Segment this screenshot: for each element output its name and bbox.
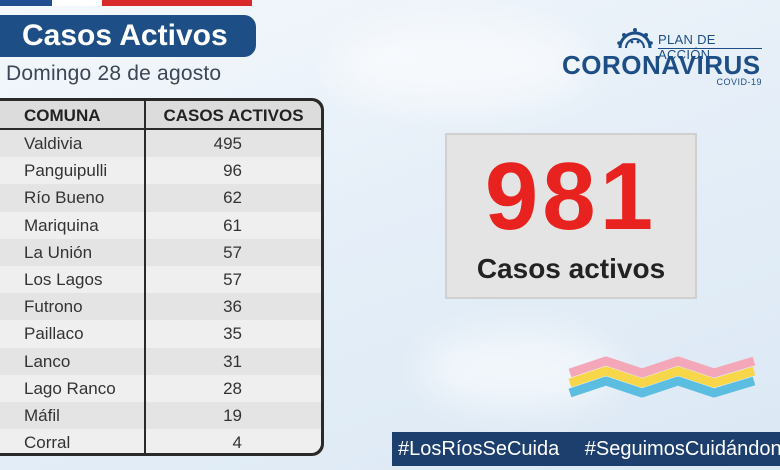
casos-cell: 31: [223, 351, 242, 371]
coronavirus-logo: PLAN DE ACCIÓN CORONAVIRUS COVID-19: [560, 26, 765, 90]
table-row: Valdivia 495: [0, 130, 321, 158]
casos-cell: 35: [223, 324, 242, 344]
table-header: COMUNA CASOS ACTIVOS: [0, 101, 321, 130]
virus-icon: [617, 28, 653, 49]
header-comuna: COMUNA: [0, 101, 146, 128]
comuna-cell: Mariquina: [0, 211, 146, 239]
comuna-cell: Lago Ranco: [0, 374, 146, 402]
logo-sub-text: COVID-19: [716, 77, 762, 87]
comuna-cell: Paillaco: [0, 320, 146, 348]
table-row: Mariquina 61: [0, 211, 321, 239]
table-row: Máfil 19: [0, 401, 321, 430]
page-title: Casos Activos: [0, 15, 256, 57]
table-row: Corral 4: [0, 429, 321, 453]
casos-cell: 4: [232, 433, 242, 453]
background-cloud: [330, 20, 590, 110]
report-date: Domingo 28 de agosto: [6, 62, 222, 85]
casos-cell: 19: [223, 405, 242, 425]
casos-cell: 62: [223, 188, 242, 208]
hashtag-seguimos: #SeguimosCuidándonos: [584, 438, 780, 460]
flag-stripe: [0, 0, 252, 6]
casos-cell: 28: [223, 378, 242, 398]
comuna-cell: Lanco: [0, 347, 146, 375]
cases-table: COMUNA CASOS ACTIVOS Valdivia 495 Panguip…: [0, 98, 324, 456]
hashtag-bar: #LosRíosSeCuida #SeguimosCuidándonos: [392, 432, 780, 466]
table-row: Lago Ranco 28: [0, 374, 321, 402]
total-card: 981 Casos activos: [447, 135, 695, 297]
los-rios-waves-logo: [568, 356, 756, 398]
logo-plan-text: PLAN DE ACCIÓN: [658, 32, 716, 62]
comuna-cell: Máfil: [0, 401, 146, 430]
comuna-cell: La Unión: [0, 238, 146, 266]
table-row: Paillaco 35: [0, 320, 321, 348]
table-row: Panguipulli 96: [0, 157, 321, 185]
comuna-cell: Futrono: [0, 293, 146, 321]
total-cases-number: 981: [484, 143, 658, 250]
casos-cell: 57: [223, 242, 242, 262]
comuna-cell: Panguipulli: [0, 157, 146, 185]
header-casos: CASOS ACTIVOS: [163, 106, 304, 125]
comuna-cell: Los Lagos: [0, 265, 146, 294]
hashtag-los-rios: #LosRíosSeCuida: [398, 438, 560, 460]
table-row: La Unión 57: [0, 238, 321, 266]
table-row: Río Bueno 62: [0, 184, 321, 212]
logo-main-text: CORONAVIRUS: [562, 50, 761, 80]
comuna-cell: Valdivia: [0, 130, 146, 158]
table-row: Futrono 36: [0, 293, 321, 321]
comuna-cell: Corral: [0, 429, 146, 453]
total-cases-label: Casos activos: [476, 253, 666, 284]
comuna-cell: Río Bueno: [0, 184, 146, 212]
casos-cell: 96: [223, 161, 242, 181]
table-row: Los Lagos 57: [0, 265, 321, 294]
table-row: Lanco 31: [0, 347, 321, 375]
casos-cell: 495: [213, 134, 242, 153]
casos-cell: 57: [223, 269, 242, 289]
casos-cell: 61: [223, 215, 242, 235]
casos-cell: 36: [223, 297, 242, 317]
